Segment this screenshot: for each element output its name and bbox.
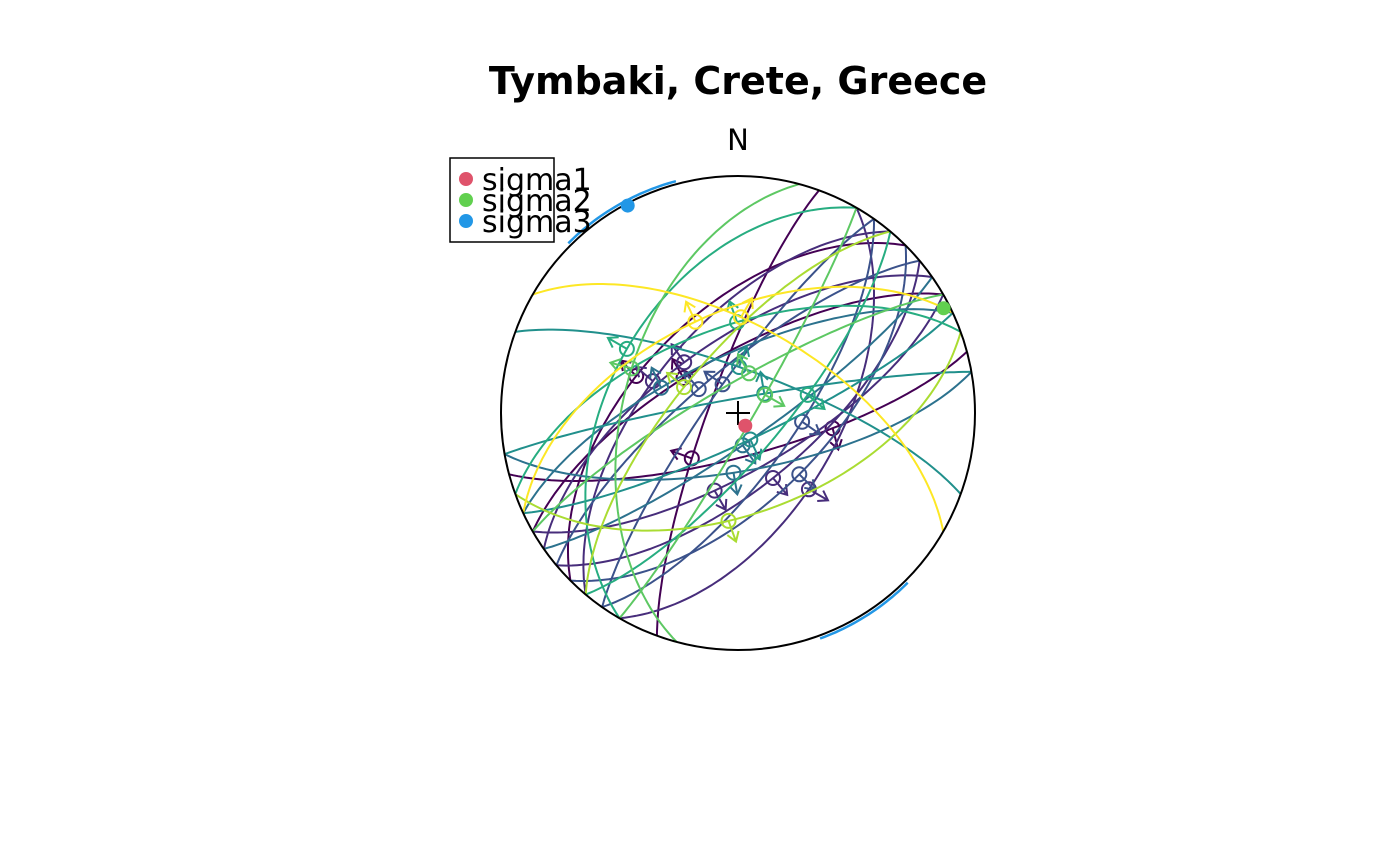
fault-plane-24 — [532, 293, 944, 533]
legend-entry-sigma1: sigma1 — [459, 163, 592, 198]
legend-marker-sigma1 — [459, 172, 473, 186]
fault-14 — [522, 308, 953, 514]
slip-lineation-9 — [791, 466, 808, 483]
slip-arrow-22 — [764, 394, 786, 408]
slip-lineation-27 — [733, 309, 749, 326]
sigma3-arc-1 — [819, 581, 909, 640]
fault-19 — [584, 206, 857, 619]
slip-lineation-14 — [653, 379, 669, 396]
slip-arrow-11 — [703, 370, 724, 386]
slip-arrow-0 — [829, 427, 843, 452]
fault-plane-22 — [618, 207, 858, 619]
slip-lineation-15 — [725, 464, 742, 481]
stress-axes — [620, 198, 951, 433]
slip-lineation-21 — [799, 386, 816, 403]
slip-arrow-4 — [713, 490, 728, 512]
fault-plane-7 — [619, 207, 875, 620]
slip-arrow-12 — [801, 420, 822, 436]
fault-4 — [532, 294, 945, 534]
fault-plane-8 — [582, 230, 891, 595]
sigma3-confidence-arcs — [567, 179, 909, 640]
legend-entry-sigma2: sigma2 — [459, 184, 592, 219]
fault-plane-21 — [585, 231, 892, 596]
center-cross — [726, 401, 750, 425]
slip-lineation-24 — [741, 365, 757, 382]
sigma3-arc-0 — [567, 179, 677, 245]
slip-lineation-5 — [676, 354, 693, 371]
fault-24 — [532, 293, 944, 533]
fault-21 — [585, 231, 892, 596]
stress-axis-sigma2 — [936, 301, 951, 316]
slip-arrow-24 — [736, 352, 750, 374]
fault-plane-16 — [504, 370, 972, 456]
slip-arrow-26 — [665, 371, 685, 388]
slip-lineation-25 — [720, 512, 737, 529]
legend-label-sigma1: sigma1 — [482, 163, 592, 198]
north-label: N — [727, 123, 749, 157]
stress-axis-sigma3 — [620, 198, 635, 213]
slip-lineation-18 — [742, 431, 759, 448]
legend-label-sigma2: sigma2 — [482, 184, 592, 219]
slip-arrow-21 — [807, 394, 826, 411]
fault-15 — [504, 371, 973, 497]
slip-arrow-15 — [729, 472, 743, 497]
fault-plane-25 — [514, 331, 962, 532]
fault-plane-11 — [601, 218, 875, 608]
legend-marker-sigma2 — [459, 193, 473, 207]
slip-arrow-28 — [683, 300, 697, 323]
legend-marker-sigma3 — [459, 214, 473, 228]
fault-plane-26 — [584, 230, 891, 595]
fault-plane-20 — [514, 304, 962, 495]
slip-arrow-25 — [726, 520, 740, 544]
slip-lineation-22 — [757, 386, 774, 403]
fault-plane-2 — [567, 242, 906, 581]
fault-plane-12 — [601, 218, 876, 609]
fault-22 — [618, 207, 858, 619]
fault-28 — [522, 285, 954, 514]
slip-lineation-23 — [623, 360, 640, 377]
slip-lineation-26 — [676, 379, 692, 396]
fault-plane-27 — [532, 283, 945, 532]
stress-axis-sigma1 — [738, 418, 753, 433]
slip-lineation-19 — [618, 340, 635, 357]
fault-planes — [504, 183, 973, 643]
fault-plane-4 — [532, 294, 945, 534]
fault-plane-6 — [556, 260, 921, 567]
slip-arrow-19 — [606, 336, 628, 350]
legend-entry-sigma3: sigma3 — [459, 205, 592, 240]
fault-plane-14 — [522, 308, 953, 514]
slip-arrow-1 — [670, 357, 685, 379]
slip-arrow-14 — [649, 366, 662, 389]
fault-26 — [584, 230, 891, 595]
chart-title: Tymbaki, Crete, Greece — [489, 59, 987, 103]
fault-plane-15 — [504, 371, 973, 481]
fault-23 — [608, 183, 800, 643]
slip-lineation-28 — [687, 313, 704, 330]
fault-plane-23 — [614, 183, 800, 643]
legend-label-sigma3: sigma3 — [482, 205, 592, 240]
legend: sigma1 sigma2 sigma3 — [449, 157, 592, 243]
slip-arrow-23 — [608, 358, 632, 372]
primitive-circle — [500, 175, 976, 651]
fault-25 — [514, 331, 962, 544]
slip-lineation-6 — [765, 470, 781, 486]
fault-plane-10 — [555, 259, 920, 566]
